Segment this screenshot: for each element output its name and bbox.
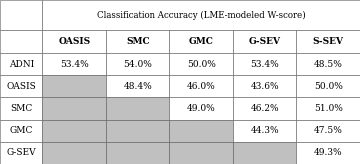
Bar	[42, 30, 106, 53]
Bar	[0, 97, 42, 120]
Bar	[0, 53, 42, 75]
Bar	[106, 120, 170, 142]
Text: OASIS: OASIS	[58, 37, 90, 46]
Bar	[106, 53, 170, 75]
Bar	[42, 53, 106, 75]
Bar	[42, 97, 106, 120]
Bar	[170, 120, 233, 142]
Bar	[297, 30, 360, 53]
Bar	[0, 75, 42, 97]
Bar	[233, 97, 297, 120]
Bar	[233, 120, 297, 142]
Bar	[233, 75, 297, 97]
Text: 50.0%: 50.0%	[187, 60, 216, 69]
Bar	[297, 120, 360, 142]
Text: 54.0%: 54.0%	[123, 60, 152, 69]
Text: 48.5%: 48.5%	[314, 60, 343, 69]
Bar	[42, 120, 106, 142]
Text: ADNI: ADNI	[9, 60, 34, 69]
Text: Classification Accuracy (LME-modeled W-score): Classification Accuracy (LME-modeled W-s…	[97, 11, 306, 20]
Bar	[233, 30, 297, 53]
Bar	[106, 30, 170, 53]
Bar	[42, 142, 106, 164]
Text: 48.4%: 48.4%	[123, 82, 152, 91]
Text: GMC: GMC	[10, 126, 33, 135]
Text: 47.5%: 47.5%	[314, 126, 343, 135]
Bar	[297, 53, 360, 75]
Text: 46.2%: 46.2%	[251, 104, 279, 113]
Text: S-SEV: S-SEV	[313, 37, 344, 46]
Text: 46.0%: 46.0%	[187, 82, 216, 91]
Text: SMC: SMC	[126, 37, 149, 46]
Text: 49.0%: 49.0%	[187, 104, 216, 113]
Text: 43.6%: 43.6%	[251, 82, 279, 91]
Bar	[106, 97, 170, 120]
Bar	[297, 97, 360, 120]
Bar	[0, 142, 42, 164]
Bar	[0, 30, 42, 53]
Bar	[42, 75, 106, 97]
Text: G-SEV: G-SEV	[6, 148, 36, 157]
Text: G-SEV: G-SEV	[249, 37, 281, 46]
Bar	[170, 75, 233, 97]
Bar	[170, 30, 233, 53]
Bar	[297, 142, 360, 164]
Text: 51.0%: 51.0%	[314, 104, 343, 113]
Bar	[170, 97, 233, 120]
Text: 49.3%: 49.3%	[314, 148, 343, 157]
Text: 53.4%: 53.4%	[60, 60, 89, 69]
Bar	[170, 53, 233, 75]
Text: OASIS: OASIS	[6, 82, 36, 91]
Bar	[233, 53, 297, 75]
Bar	[233, 142, 297, 164]
Bar	[0, 0, 42, 30]
Text: 50.0%: 50.0%	[314, 82, 343, 91]
Bar	[106, 75, 170, 97]
Bar	[297, 75, 360, 97]
Text: 53.4%: 53.4%	[250, 60, 279, 69]
Bar	[42, 0, 360, 30]
Bar	[0, 120, 42, 142]
Text: GMC: GMC	[189, 37, 214, 46]
Text: 44.3%: 44.3%	[251, 126, 279, 135]
Bar	[170, 142, 233, 164]
Bar	[106, 142, 170, 164]
Text: SMC: SMC	[10, 104, 32, 113]
